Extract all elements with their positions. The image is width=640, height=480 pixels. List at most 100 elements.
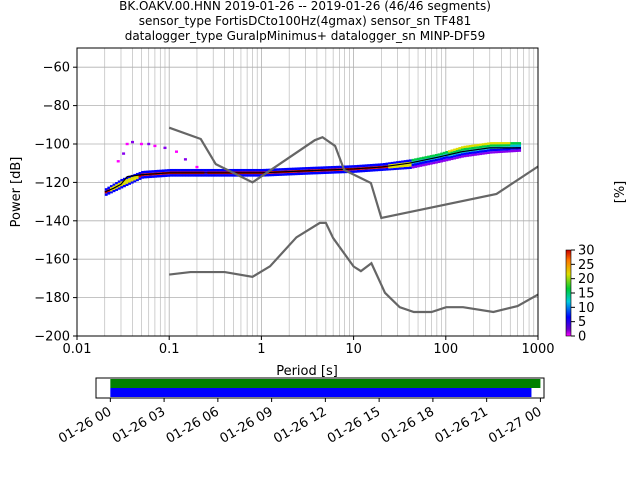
colorbar-label: [%] <box>613 181 628 204</box>
psd-cell <box>112 187 116 190</box>
psd-cell <box>226 174 230 177</box>
psd-cell <box>372 168 376 172</box>
psd-cell <box>265 168 269 172</box>
psd-cell <box>125 176 129 180</box>
psd-cell <box>349 170 353 173</box>
psd-cell <box>341 170 345 174</box>
psd-cell <box>115 188 119 191</box>
psd-cell <box>161 174 165 178</box>
psd-cell <box>421 163 425 167</box>
psd-cell <box>512 144 516 148</box>
psd-cell <box>164 174 168 177</box>
x-tick-label: 10 <box>345 342 362 357</box>
psd-cell <box>466 147 470 150</box>
psd-cell <box>494 148 498 152</box>
psd-cell <box>484 145 488 148</box>
psd-cell <box>398 167 402 170</box>
psd-cell <box>271 173 275 177</box>
psd-cell <box>112 185 116 188</box>
psd-cell <box>354 165 358 168</box>
time-tick-label: 01-26 21 <box>433 404 491 446</box>
psd-cell <box>408 159 412 162</box>
psd-cell <box>177 174 181 177</box>
psd-cell <box>203 168 207 172</box>
colorbar-tick-label: 20 <box>578 272 595 287</box>
psd-cell <box>502 142 506 145</box>
psd-cell <box>278 173 282 176</box>
psd-cell <box>245 174 249 177</box>
psd-cell <box>185 168 189 172</box>
psd-cell <box>229 174 233 177</box>
psd-cell <box>104 188 108 191</box>
availability-bars <box>110 379 541 397</box>
psd-cell <box>193 168 197 172</box>
psd-cell <box>242 168 246 172</box>
psd-cell <box>312 171 316 175</box>
psd-cell <box>460 148 464 151</box>
psd-cell <box>390 166 394 169</box>
psd-cell <box>492 151 496 154</box>
psd-cell <box>515 142 519 145</box>
time-tick-label: 01-27 00 <box>486 404 544 446</box>
y-tick-label: −180 <box>34 291 70 306</box>
psd-cell <box>385 167 389 171</box>
psd-cell <box>471 151 475 154</box>
psd-cell <box>364 169 368 173</box>
psd-cell <box>346 165 350 168</box>
psd-cell <box>143 175 147 179</box>
psd-cell <box>497 150 501 154</box>
psd-cell <box>494 144 498 147</box>
y-axis-ticks: −200 −180 −160 −140 −120 −100 −80 −60 <box>34 61 77 345</box>
plot-frame <box>76 47 539 337</box>
psd-cell <box>375 163 379 167</box>
psd-cell <box>143 170 147 174</box>
psd-cell <box>112 183 116 186</box>
psd-cell <box>388 162 392 165</box>
psd-cell <box>395 161 399 164</box>
psd-cell <box>133 173 137 177</box>
psd-cell <box>455 150 459 153</box>
psd-cell <box>304 167 308 170</box>
y-tick-label: −100 <box>34 138 70 153</box>
psd-tail-cell <box>183 158 187 161</box>
psd-cell <box>502 148 506 151</box>
psd-cell <box>419 157 423 160</box>
psd-cell <box>354 170 358 173</box>
psd-cell <box>458 147 462 150</box>
psd-cell <box>180 168 184 172</box>
psd-cell <box>156 169 160 173</box>
colorbar-tick-label: 25 <box>578 258 595 273</box>
psd-cell <box>284 167 288 171</box>
psd-cell <box>434 161 438 164</box>
psd-cell <box>403 160 407 163</box>
psd-cell <box>200 168 204 172</box>
psd-cell <box>364 164 368 167</box>
psd-cell <box>317 166 321 170</box>
psd-cell <box>154 175 158 178</box>
psd-tail-cell <box>175 150 179 153</box>
title-line-2: sensor_type FortisDCto100Hz(4gmax) senso… <box>139 14 471 28</box>
psd-cell <box>167 169 171 172</box>
psd-cell <box>310 171 314 175</box>
time-tick-label: 01-26 00 <box>56 404 114 446</box>
x-tick-label: 100 <box>433 342 458 357</box>
psd-cell <box>141 170 145 174</box>
psd-cell <box>395 167 399 170</box>
colorbar-tick-label: 10 <box>578 301 595 316</box>
psd-cell <box>135 179 139 182</box>
psd-cell <box>250 174 254 177</box>
psd-cell <box>148 170 152 173</box>
psd-cell <box>297 172 301 176</box>
psd-cell <box>122 177 126 181</box>
psd-cell <box>499 144 503 147</box>
psd-cell <box>385 162 389 166</box>
psd-cell <box>190 168 194 172</box>
low-noise-model-line <box>169 221 539 314</box>
psd-cell <box>450 157 454 161</box>
psd-cell <box>315 171 319 175</box>
psd-cell <box>382 168 386 171</box>
psd-cell <box>187 174 191 177</box>
psd-cell <box>442 156 446 160</box>
